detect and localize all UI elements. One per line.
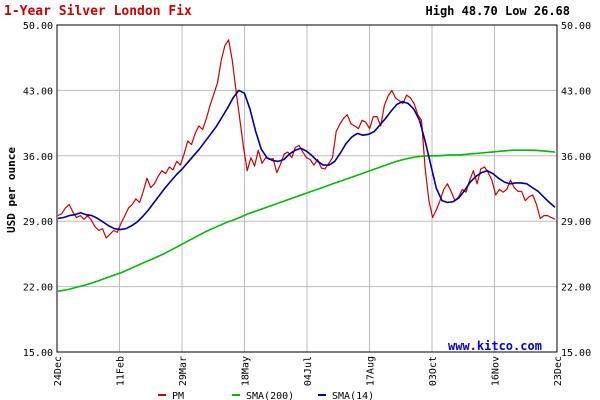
y-tick-label: 29.00 [561,217,591,228]
legend-label: PM [172,391,184,400]
x-tick-label: 18May [241,356,252,386]
high-low-text: High 48.70 Low 26.68 [426,4,571,18]
series-lines [57,39,556,293]
y-tick-labels-left: 15.00 22.00 29.00 36.00 43.00 50.00 [23,21,53,359]
x-tick-label: 11Feb [116,356,127,386]
y-tick-label: 43.00 [561,86,591,97]
x-tick-label: 16Nov [491,356,502,386]
series-line-pm [57,39,556,239]
x-tick-label: 17Aug [366,356,377,386]
y-tick-label: 22.00 [561,283,591,294]
y-tick-label: 50.00 [23,21,53,32]
x-tick-label: 29Mar [178,356,189,386]
x-tick-label: 04Jul [303,356,314,386]
legend-label: SMA(14) [332,391,374,400]
y-tick-label: 50.00 [561,21,591,32]
series-line-sma-14 [57,89,556,231]
x-tick-label: 23Dec [553,356,564,386]
y-tick-label: 15.00 [561,348,591,359]
y-tick-label: 29.00 [23,217,53,228]
brand-text: www.kitco.com [448,339,542,353]
y-tick-labels-right: 15.00 22.00 29.00 36.00 43.00 50.00 [561,21,591,359]
x-tick-label: 03Oct [428,356,439,386]
y-tick-label: 15.00 [23,348,53,359]
y-tick-label: 22.00 [23,283,53,294]
x-tick-labels: 24Dec 11Feb 29Mar 18May 04Jul 17Aug 03Oct 16Nov… [53,356,564,386]
legend-label: SMA(200) [246,391,294,400]
y-tick-label: 43.00 [23,86,53,97]
x-tick-label: 24Dec [53,356,64,386]
y-tick-label: 36.00 [23,152,53,163]
y-axis-label: USD per ounce [5,147,18,233]
chart-title: 1-Year Silver London Fix [4,4,192,19]
legend: PM SMA(200) SMA(14) [158,391,374,400]
y-tick-label: 36.00 [561,152,591,163]
plot-frame [56,24,558,353]
series-line-sma-200 [57,149,556,293]
